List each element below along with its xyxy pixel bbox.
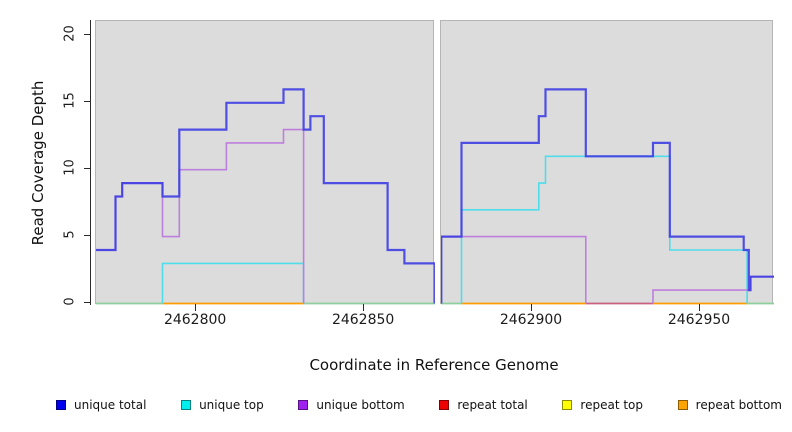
legend-label-repeat-total: repeat total xyxy=(457,398,528,412)
series-path-unique-bottom xyxy=(441,235,587,304)
x-tick xyxy=(194,304,196,311)
x-tick-label: 2462800 xyxy=(163,312,227,328)
series-path-unique-total xyxy=(441,88,774,304)
y-tick-label: 10 xyxy=(62,158,78,176)
legend-item-repeat-top: repeat top xyxy=(562,398,643,412)
legend-label-repeat-bottom: repeat bottom xyxy=(695,398,782,412)
y-tick xyxy=(84,101,90,103)
x-axis-title: Coordinate in Reference Genome xyxy=(309,356,559,374)
panel-right xyxy=(440,20,774,305)
x-tick-label: 2462900 xyxy=(499,312,563,328)
legend-item-unique-top: unique top xyxy=(181,398,264,412)
legend-swatch-repeat-top-icon xyxy=(562,400,573,410)
y-tick xyxy=(84,235,90,237)
y-tick xyxy=(84,302,90,303)
legend-swatch-repeat-total-icon xyxy=(439,400,450,410)
legend-swatch-unique-top-icon xyxy=(181,400,192,410)
legend-item-unique-bottom: unique bottom xyxy=(298,398,405,412)
series-path-unique-bottom xyxy=(96,128,305,304)
legend-label-repeat-top: repeat top xyxy=(580,398,644,412)
y-tick xyxy=(84,168,90,170)
panel-left-svg xyxy=(96,88,435,305)
y-tick-label: 0 xyxy=(62,296,78,306)
legend-label-unique-top: unique top xyxy=(199,398,264,412)
y-tick xyxy=(84,34,90,36)
legend-label-unique-total: unique total xyxy=(74,398,147,412)
legend: unique total unique top unique bottom repea… xyxy=(56,396,782,414)
y-tick-label: 5 xyxy=(62,229,78,239)
x-tick-label: 2462950 xyxy=(667,312,731,328)
y-tick-label: 15 xyxy=(62,92,78,109)
legend-label-unique-bottom: unique bottom xyxy=(316,398,405,412)
x-tick xyxy=(362,304,364,311)
x-tick xyxy=(698,304,700,311)
y-tick-label: 20 xyxy=(62,25,78,42)
legend-swatch-unique-bottom-icon xyxy=(298,400,309,410)
panel-right-svg xyxy=(441,88,774,305)
legend-item-unique-total: unique total xyxy=(56,398,146,412)
legend-swatch-repeat-bottom-icon xyxy=(677,400,688,410)
x-tick-label: 2462850 xyxy=(331,312,395,328)
series-path-unique-top xyxy=(460,155,748,304)
series-path-unique-top xyxy=(161,262,305,304)
y-axis-title: Read Coverage Depth xyxy=(29,80,47,246)
y-axis-line xyxy=(90,20,91,305)
legend-item-repeat-total: repeat total xyxy=(439,398,528,412)
series-path-unique-total xyxy=(96,88,435,304)
legend-item-repeat-bottom: repeat bottom xyxy=(677,398,782,412)
legend-swatch-unique-total-icon xyxy=(56,400,66,410)
x-tick xyxy=(530,304,532,311)
panel-left xyxy=(95,20,435,305)
series-path-unique-bottom xyxy=(652,275,774,304)
